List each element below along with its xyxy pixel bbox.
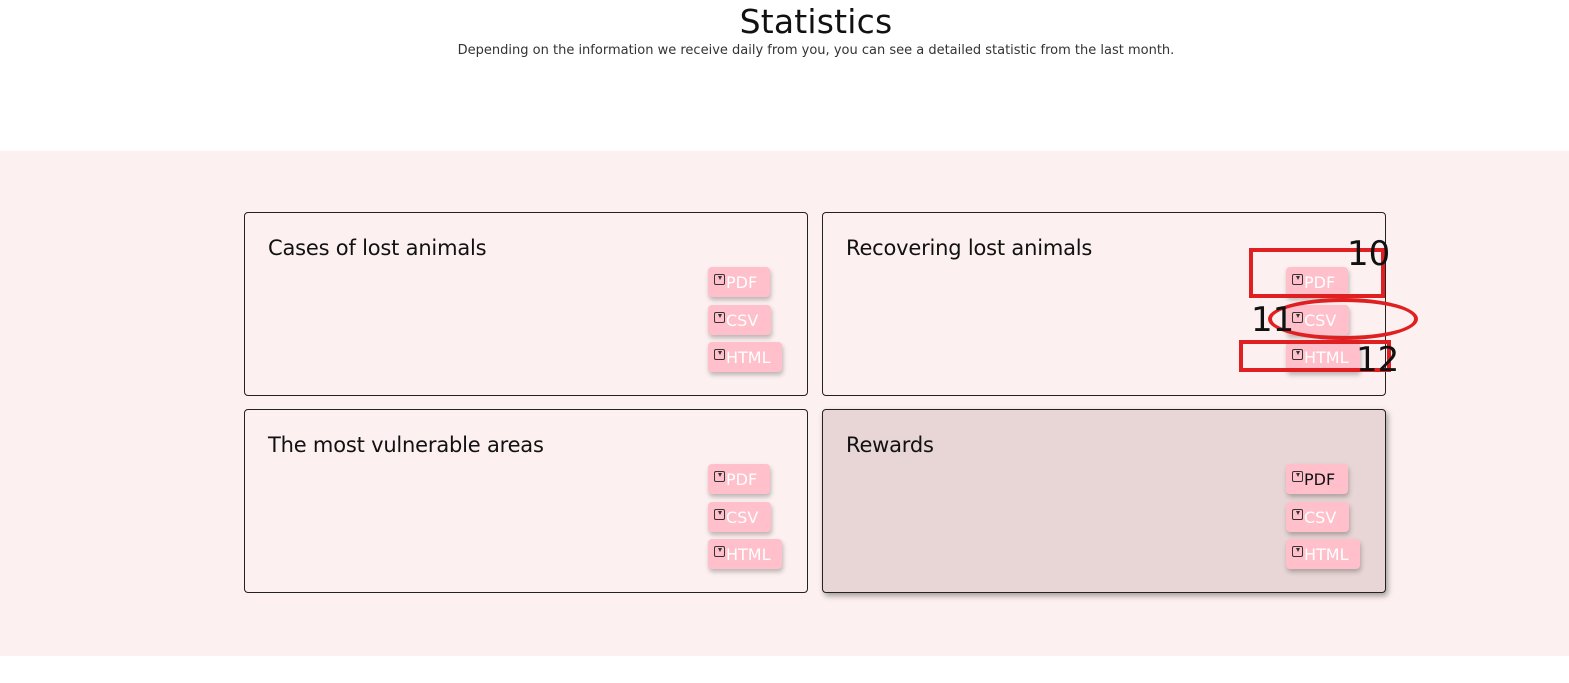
download-icon [1292, 470, 1303, 482]
page-subtitle: Depending on the information we receive … [457, 43, 1175, 58]
button-label: HTML [1304, 544, 1349, 564]
card-vulnerable-areas: The most vulnerable areas PDF CSV HTML [244, 409, 808, 593]
download-icon [1292, 545, 1303, 557]
card-title: Recovering lost animals [846, 236, 1093, 260]
button-label: HTML [1304, 347, 1349, 367]
download-icon [714, 311, 725, 323]
download-icon [1292, 508, 1303, 520]
card-title: Cases of lost animals [268, 236, 487, 260]
pdf-download-button[interactable]: PDF [708, 464, 770, 494]
card-rewards: Rewards PDF CSV HTML [822, 409, 1386, 593]
button-label: CSV [726, 507, 759, 527]
csv-download-button[interactable]: CSV [708, 305, 771, 335]
html-download-button[interactable]: HTML [708, 539, 782, 569]
button-label: PDF [726, 469, 758, 489]
html-download-button[interactable]: HTML [708, 342, 782, 372]
download-icon [714, 508, 725, 520]
page-title: Statistics [739, 2, 893, 41]
annotation-number-10: 10 [1347, 234, 1391, 274]
button-label: CSV [726, 310, 759, 330]
annotation-box-html [1239, 340, 1391, 372]
button-label: HTML [726, 347, 771, 367]
pdf-download-button[interactable]: PDF [1286, 267, 1348, 297]
pdf-download-button[interactable]: PDF [1286, 464, 1348, 494]
annotation-box-pdf [1249, 248, 1385, 298]
button-label: CSV [1304, 507, 1337, 527]
card-title: Rewards [846, 433, 934, 457]
download-icon [714, 273, 725, 285]
annotation-ellipse-csv [1268, 298, 1418, 340]
annotation-number-11: 11 [1251, 300, 1295, 340]
button-label: HTML [726, 544, 771, 564]
card-title: The most vulnerable areas [268, 433, 544, 457]
button-label: PDF [726, 272, 758, 292]
csv-download-button[interactable]: CSV [708, 502, 771, 532]
card-lost-animals: Cases of lost animals PDF CSV HTML [244, 212, 808, 396]
download-icon [714, 348, 725, 360]
download-icon [1292, 273, 1303, 285]
download-icon [1292, 348, 1303, 360]
download-icon [714, 545, 725, 557]
button-label: PDF [1304, 469, 1336, 489]
pdf-download-button[interactable]: PDF [708, 267, 770, 297]
csv-download-button[interactable]: CSV [1286, 502, 1349, 532]
html-download-button[interactable]: HTML [1286, 342, 1360, 372]
download-icon [714, 470, 725, 482]
html-download-button[interactable]: HTML [1286, 539, 1360, 569]
annotation-number-12: 12 [1356, 340, 1400, 380]
button-label: PDF [1304, 272, 1336, 292]
